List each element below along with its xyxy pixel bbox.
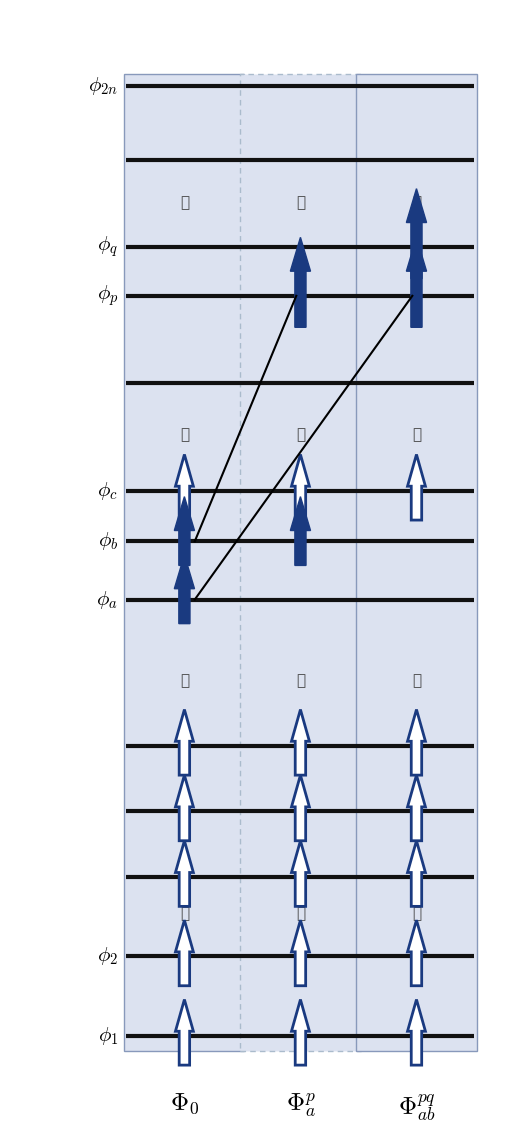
Text: $\phi_a$: $\phi_a$ — [96, 588, 118, 611]
Text: ⋮: ⋮ — [296, 907, 305, 921]
Text: ⋮: ⋮ — [296, 674, 305, 688]
Text: ⋮: ⋮ — [412, 196, 421, 209]
Text: ⋮: ⋮ — [412, 907, 421, 921]
Polygon shape — [292, 775, 309, 841]
Polygon shape — [176, 841, 193, 906]
Polygon shape — [176, 921, 193, 986]
Text: ⋮: ⋮ — [296, 196, 305, 209]
Polygon shape — [292, 999, 309, 1065]
Bar — [356, 74, 477, 1052]
Polygon shape — [407, 238, 426, 328]
Text: $\Phi_{ab}^{pq}$: $\Phi_{ab}^{pq}$ — [397, 1091, 436, 1122]
Text: $\phi_2$: $\phi_2$ — [97, 946, 118, 967]
Polygon shape — [175, 496, 194, 566]
Text: $\Phi_a^{p}$: $\Phi_a^{p}$ — [285, 1091, 315, 1120]
Polygon shape — [408, 999, 425, 1065]
Text: $\phi_b$: $\phi_b$ — [98, 530, 118, 552]
Polygon shape — [292, 841, 309, 906]
Polygon shape — [408, 841, 425, 906]
Bar — [240, 74, 361, 1052]
Text: ⋮: ⋮ — [412, 429, 421, 443]
Text: ⋮: ⋮ — [180, 429, 189, 443]
Polygon shape — [176, 709, 193, 775]
Text: $\phi_{2n}$: $\phi_{2n}$ — [88, 75, 118, 97]
Text: $\phi_1$: $\phi_1$ — [97, 1024, 118, 1047]
Polygon shape — [176, 775, 193, 841]
Text: $\Phi_0$: $\Phi_0$ — [170, 1091, 199, 1116]
Text: ⋮: ⋮ — [180, 674, 189, 688]
Polygon shape — [408, 775, 425, 841]
Polygon shape — [291, 238, 310, 328]
Polygon shape — [176, 999, 193, 1065]
Text: ⋮: ⋮ — [180, 907, 189, 921]
Text: ⋮: ⋮ — [180, 196, 189, 209]
Polygon shape — [408, 454, 425, 520]
Polygon shape — [175, 555, 194, 624]
Bar — [124, 74, 244, 1052]
Text: $\phi_q$: $\phi_q$ — [97, 234, 118, 259]
Polygon shape — [292, 454, 309, 520]
Text: ⋮: ⋮ — [412, 674, 421, 688]
Polygon shape — [176, 454, 193, 520]
Polygon shape — [292, 709, 309, 775]
Polygon shape — [408, 709, 425, 775]
Text: $\phi_c$: $\phi_c$ — [97, 479, 118, 502]
Polygon shape — [291, 496, 310, 566]
Polygon shape — [292, 921, 309, 986]
Polygon shape — [407, 189, 426, 279]
Text: $\phi_p$: $\phi_p$ — [96, 283, 118, 308]
Polygon shape — [408, 921, 425, 986]
Text: ⋮: ⋮ — [296, 429, 305, 443]
